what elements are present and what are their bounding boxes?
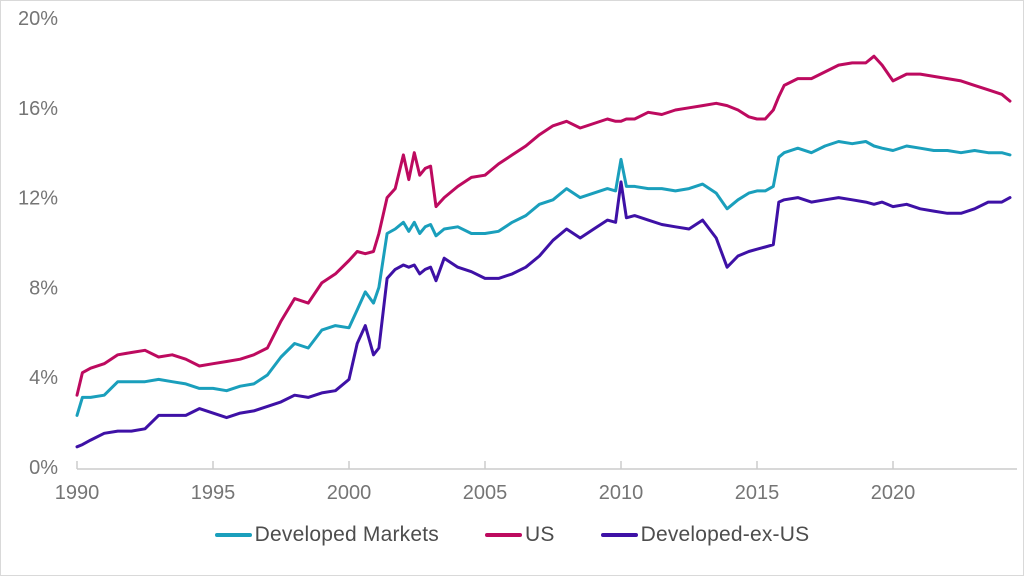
y-axis-tick-label: 12% [18,188,58,210]
y-axis-tick-label: 16% [18,98,58,120]
x-axis-tick-label: 1990 [55,482,100,504]
series-line-us [75,54,1012,397]
x-axis-tick-label: 2000 [327,482,372,504]
legend-item-us: US [485,523,555,547]
y-axis-tick-label: 8% [29,277,58,299]
chart-legend: Developed Markets US Developed-ex-US [1,509,1023,575]
legend-line-swatch [485,533,522,537]
legend-item-developed-ex-us: Developed-ex-US [600,523,810,547]
legend-line-swatch [600,533,638,537]
x-axis-tick-label: 2005 [463,482,508,504]
x-axis-tick-label: 2020 [871,482,916,504]
legend-label: Developed Markets [254,523,439,546]
legend-item-developed-markets: Developed Markets [214,523,439,547]
y-axis-tick-label: 0% [29,457,58,479]
x-axis-tick-label: 2010 [599,482,644,504]
series-line-developed-markets [75,140,1012,417]
line-chart-canvas: 1990 1995 2000 2005 2010 2015 2020 0% 4% 8% 12% 16%… [18,8,1017,504]
legend-line-swatch [214,533,252,537]
y-axis-tick-label: 4% [29,367,58,389]
legend-label: Developed-ex-US [640,523,810,546]
x-axis-tick-label: 2015 [735,482,780,504]
x-axis-tick-label: 1995 [191,482,236,504]
legend-label: US [525,523,555,546]
y-axis-tick-label: 20% [18,8,58,30]
series-line-developed-ex-us [75,180,1012,449]
